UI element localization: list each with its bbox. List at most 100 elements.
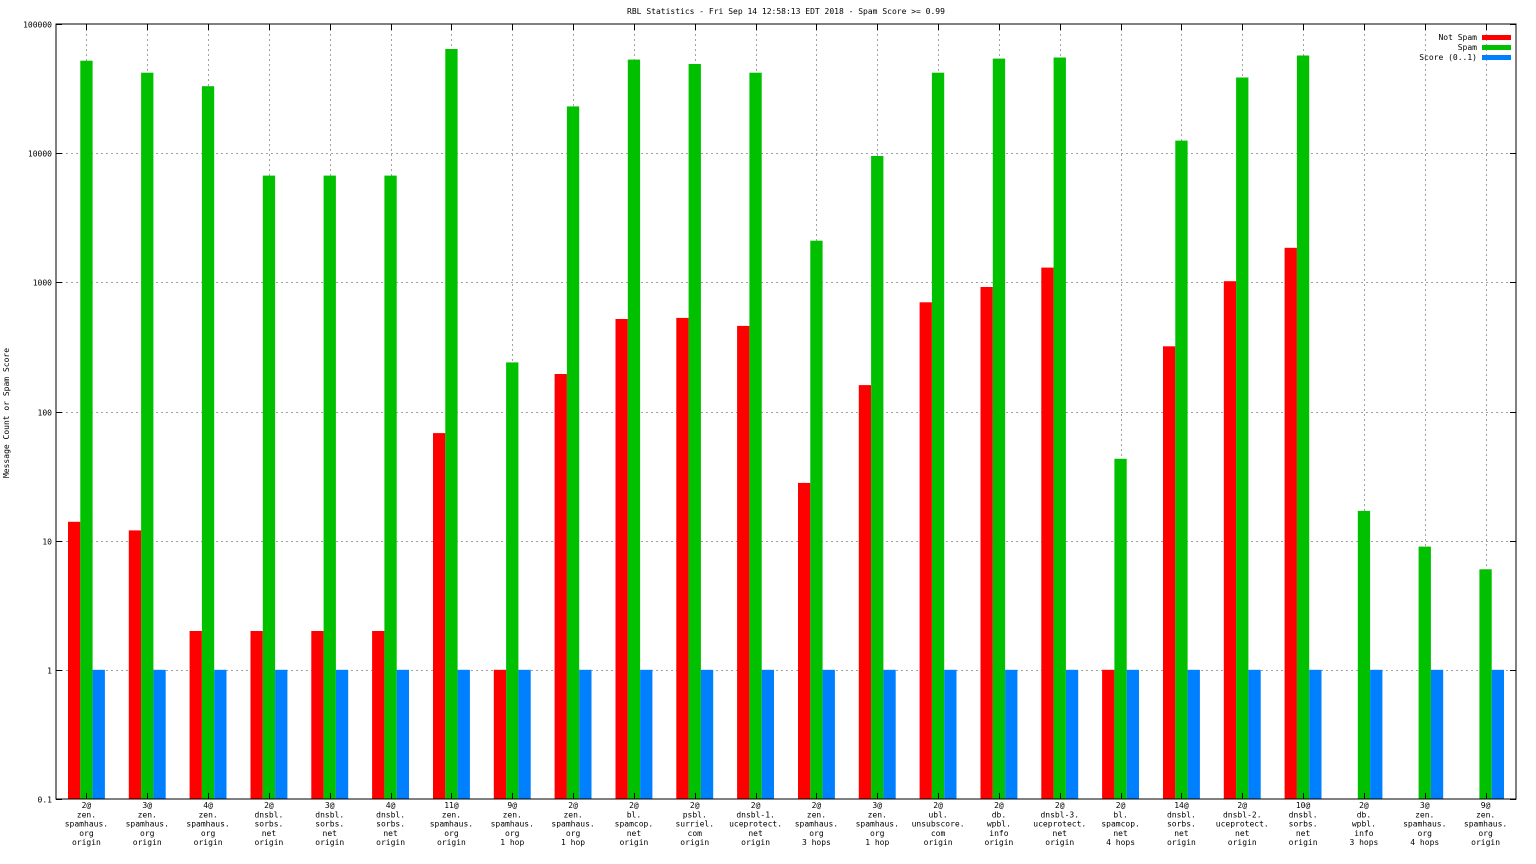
bar-not-spam <box>128 530 142 799</box>
x-tick-label-line: 3@ <box>142 801 152 810</box>
y-tick-label: 1000 <box>33 279 52 288</box>
bar-spam <box>992 58 1006 800</box>
x-tick-label-line: org <box>1478 829 1493 838</box>
bar-not-spam <box>980 287 993 799</box>
x-tick-label-line: zen. <box>138 810 157 819</box>
x-tick-label-line: zen. <box>1415 810 1434 819</box>
y-tick-label: 0.1 <box>38 796 53 805</box>
bar-spam <box>1114 458 1127 799</box>
bar-not-spam <box>1163 346 1176 799</box>
x-tick-label-line: 1 hop <box>561 838 585 847</box>
bar-spam <box>1296 55 1310 799</box>
bar-not-spam <box>676 317 689 799</box>
bar-spam <box>1236 77 1249 799</box>
bar-score-0-1 <box>92 669 105 799</box>
x-tick-label-line: org <box>201 829 216 838</box>
bar-score-0-1 <box>944 669 957 799</box>
bar-not-spam <box>493 669 507 799</box>
x-tick-label-line: uceprotect. <box>1033 820 1086 829</box>
x-tick-label-line: 9@ <box>507 801 517 810</box>
x-tick-label: 11@ zen. spamhaus. org origin <box>430 801 473 847</box>
bar-score-0-1 <box>1065 669 1079 799</box>
bar-score-0-1 <box>1309 669 1322 799</box>
x-tick-label-line: zen. <box>868 810 887 819</box>
x-tick-label-line: org <box>140 829 155 838</box>
x-tick-label-line: 2@ <box>568 801 578 810</box>
x-tick-label-line: spamhaus. <box>65 820 108 829</box>
x-tick-label: 2@ bl. spamcop. net 4 hops <box>1101 801 1140 847</box>
bar-spam <box>384 175 397 800</box>
bar-not-spam <box>798 482 811 799</box>
x-tick-label: 9@ zen. spamhaus. org 1 hop <box>491 801 534 847</box>
x-tick-label-line: 1 hop <box>500 838 524 847</box>
x-tick-label-line: spamhaus. <box>430 820 473 829</box>
x-tick-label-line: 2@ <box>264 801 274 810</box>
x-tick-label-line: bl. <box>1113 810 1127 819</box>
x-tick-label-line: 3@ <box>325 801 335 810</box>
bar-score-0-1 <box>883 669 896 799</box>
x-tick-label-line: origin <box>1228 838 1257 847</box>
bar-not-spam <box>189 631 202 799</box>
x-tick-label-line: origin <box>1289 838 1318 847</box>
x-tick-label-line: net <box>383 829 398 838</box>
bar-spam <box>323 175 336 800</box>
x-tick-label-line: spamhaus. <box>551 820 594 829</box>
x-tick-label: 3@ dnsbl. sorbs. net origin <box>315 801 344 847</box>
x-tick-label-line: spamhaus. <box>186 820 229 829</box>
bar-score-0-1 <box>153 669 166 799</box>
bar-spam <box>627 59 641 800</box>
legend-swatch <box>1482 55 1511 60</box>
x-tick-label: 4@ zen. spamhaus. org origin <box>186 801 229 847</box>
x-tick-label: 2@ zen. spamhaus. org origin <box>65 801 108 847</box>
x-tick-label: 2@ db. wpbl. info 3 hops <box>1349 801 1378 847</box>
x-tick-label: 2@ dnsbl-3. uceprotect. net origin <box>1033 801 1086 847</box>
bar-spam <box>1175 140 1188 800</box>
x-tick-label-line: origin <box>680 838 709 847</box>
x-tick-label-line: net <box>1053 829 1068 838</box>
x-tick-label-line: 10@ <box>1296 801 1311 810</box>
x-tick-label-line: com <box>688 829 703 838</box>
x-tick-label: 14@ dnsbl. sorbs. net origin <box>1167 801 1196 847</box>
bar-score-0-1 <box>396 669 409 799</box>
x-tick-label-line: 2@ <box>629 801 639 810</box>
bar-not-spam <box>615 319 628 799</box>
bar-spam <box>262 175 276 800</box>
y-tick-label: 100000 <box>23 21 52 30</box>
x-tick-label-line: origin <box>72 838 101 847</box>
bar-spam <box>1357 510 1371 799</box>
x-tick-label: 4@ dnsbl. sorbs. net origin <box>376 801 405 847</box>
bar-score-0-1 <box>579 669 592 799</box>
bar-not-spam <box>858 385 872 799</box>
x-tick-label-line: spamhaus. <box>1464 820 1507 829</box>
bar-spam <box>80 60 93 799</box>
x-tick-label-line: db. <box>992 810 1006 819</box>
bar-score-0-1 <box>457 669 470 799</box>
x-tick-label-line: 4 hops <box>1410 838 1439 847</box>
bar-not-spam <box>1041 267 1054 800</box>
x-tick-label-line: wpbl. <box>1352 820 1376 829</box>
x-tick-label-line: org <box>809 829 824 838</box>
bar-not-spam <box>1102 669 1115 799</box>
bar-not-spam <box>311 631 324 799</box>
bar-score-0-1 <box>700 669 714 799</box>
bar-not-spam <box>554 374 567 799</box>
bar-score-0-1 <box>335 669 349 799</box>
x-tick-label: 2@ zen. spamhaus. org 3 hops <box>795 801 838 847</box>
x-tick-label-line: org <box>1418 829 1433 838</box>
bar-not-spam <box>372 631 385 799</box>
x-tick-label-line: 3 hops <box>802 838 831 847</box>
chart-title: RBL Statistics - Fri Sep 14 12:58:13 EDT… <box>627 7 945 16</box>
x-tick-label-line: sorbs. <box>315 820 344 829</box>
x-tick-label-line: spamhaus. <box>856 820 899 829</box>
bar-spam <box>566 106 580 799</box>
x-tick-label-line: sorbs. <box>376 820 405 829</box>
bar-spam <box>749 72 762 799</box>
x-tick-label-line: info <box>1354 829 1373 838</box>
y-tick-label: 10000 <box>28 150 52 159</box>
bar-spam <box>1479 569 1492 799</box>
y-tick-label: 10 <box>42 538 52 547</box>
x-tick-label-line: org <box>505 829 520 838</box>
x-tick-label-line: 2@ <box>1359 801 1369 810</box>
legend-label: Not Spam <box>1438 33 1477 42</box>
